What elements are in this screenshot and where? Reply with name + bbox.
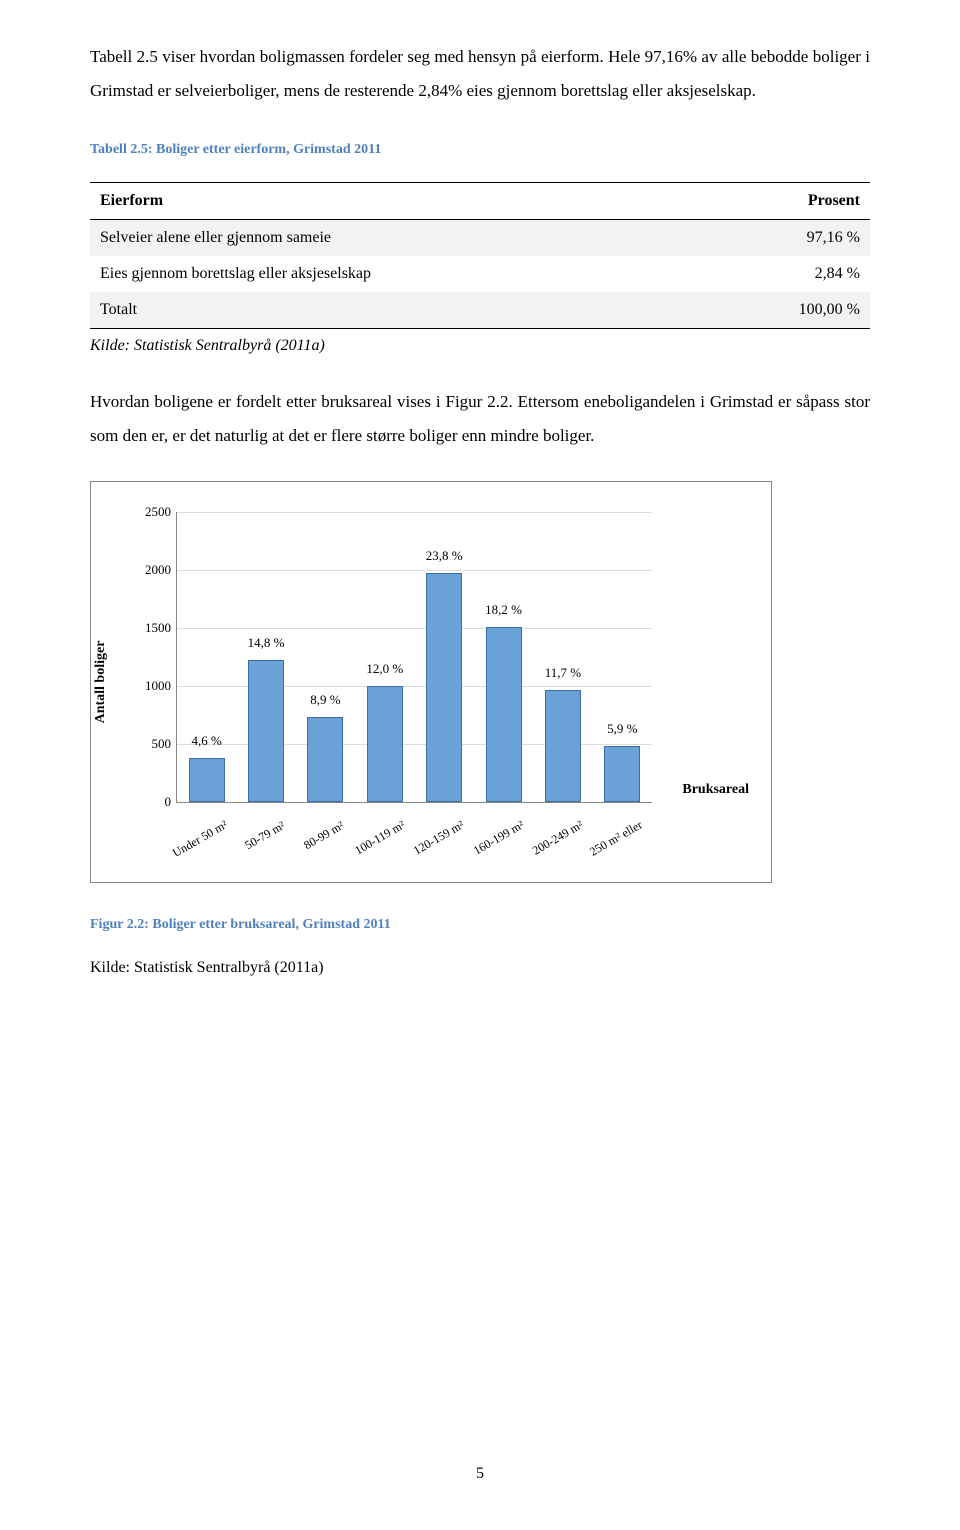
chart-legend-label: Bruksareal <box>682 776 749 804</box>
chart-gridline <box>177 570 652 571</box>
chart-plot-area: 050010001500200025004,6 %Under 50 m²14,8… <box>176 512 652 803</box>
chart-bar <box>486 627 522 802</box>
chart-bar-label: 14,8 % <box>236 630 296 656</box>
chart-ytick: 1000 <box>137 673 171 699</box>
chart-bar-label: 11,7 % <box>533 660 593 686</box>
chart-xtick: Under 50 m² <box>167 813 232 864</box>
paragraph-chart-intro: Hvordan boligene er fordelt etter bruksa… <box>90 385 870 453</box>
chart-bar-label: 23,8 % <box>414 543 474 569</box>
table-cell-value: 2,84 % <box>700 256 870 292</box>
chart-bar <box>367 686 403 802</box>
table-head-right: Prosent <box>700 183 870 220</box>
chart-xtick: 80-99 m² <box>299 814 349 857</box>
chart-y-axis-label: Antall boliger <box>87 641 115 724</box>
table-cell-label: Eies gjennom borettslag eller aksjeselsk… <box>90 256 700 292</box>
chart-bar <box>189 758 225 802</box>
table-cell-label: Totalt <box>90 292 700 329</box>
table-row-total: Totalt 100,00 % <box>90 292 870 329</box>
table-head-left: Eierform <box>90 183 700 220</box>
figure-caption: Figur 2.2: Boliger etter bruksareal, Gri… <box>90 911 870 939</box>
chart-xtick: 50-79 m² <box>240 814 290 857</box>
chart-ytick: 2500 <box>137 499 171 525</box>
ownership-table: Eierform Prosent Selveier alene eller gj… <box>90 182 870 329</box>
table-cell-label: Selveier alene eller gjennom sameie <box>90 220 700 257</box>
table-cell-value: 97,16 % <box>700 220 870 257</box>
bruksareal-chart: Antall boliger 050010001500200025004,6 %… <box>90 481 772 883</box>
chart-xtick: 120-159 m² <box>409 814 469 863</box>
figure-source: Kilde: Statistisk Sentralbyrå (2011a) <box>90 957 870 979</box>
chart-bar-label: 5,9 % <box>592 716 652 742</box>
chart-xtick: 160-199 m² <box>468 814 528 863</box>
chart-ytick: 500 <box>137 731 171 757</box>
table-row: Selveier alene eller gjennom sameie 97,1… <box>90 220 870 257</box>
chart-bar-label: 12,0 % <box>355 656 415 682</box>
chart-bar-label: 18,2 % <box>474 597 534 623</box>
paragraph-intro: Tabell 2.5 viser hvordan boligmassen for… <box>90 40 870 108</box>
chart-bar <box>248 660 284 803</box>
chart-xtick: 250 m² eller <box>585 813 647 863</box>
chart-bar <box>426 573 462 803</box>
table-row: Eies gjennom borettslag eller aksjeselsk… <box>90 256 870 292</box>
table-caption: Tabell 2.5: Boliger etter eierform, Grim… <box>90 136 870 164</box>
table-source: Kilde: Statistisk Sentralbyrå (2011a) <box>90 335 870 357</box>
chart-xtick: 100-119 m² <box>350 814 410 863</box>
page-number: 5 <box>0 1458 960 1490</box>
chart-bar <box>545 690 581 803</box>
chart-bar-label: 8,9 % <box>295 687 355 713</box>
chart-bar <box>604 746 640 803</box>
chart-xtick: 200-249 m² <box>527 814 587 863</box>
chart-ytick: 1500 <box>137 615 171 641</box>
chart-gridline <box>177 512 652 513</box>
chart-ytick: 0 <box>137 789 171 815</box>
table-cell-value: 100,00 % <box>700 292 870 329</box>
chart-bar <box>307 717 343 803</box>
chart-ytick: 2000 <box>137 557 171 583</box>
chart-bar-label: 4,6 % <box>177 728 237 754</box>
